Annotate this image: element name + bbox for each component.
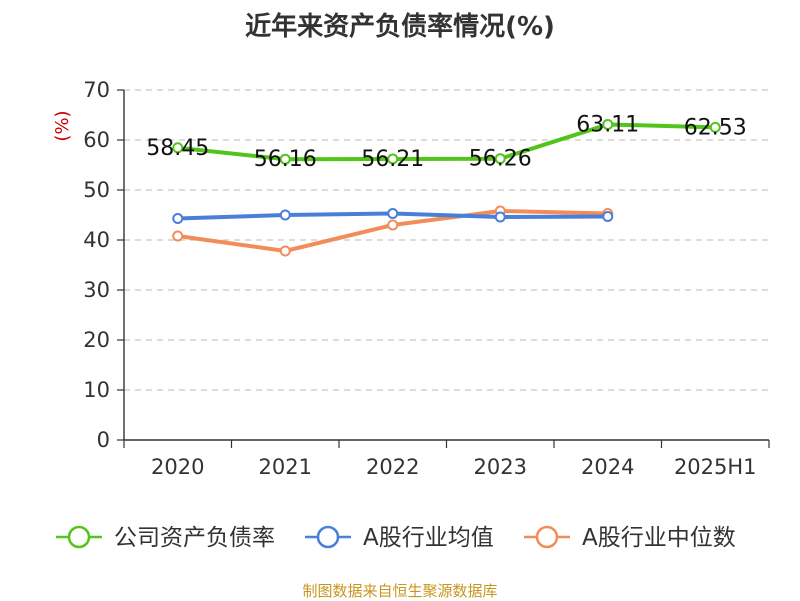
data-label: 58.45: [146, 136, 209, 161]
series-0-point: [602, 118, 614, 130]
legend-swatch-marker: [316, 525, 340, 549]
legend-label: A股行业中位数: [582, 525, 736, 551]
data-labels: 58.45 56.16 56.21 56.26 63.11 62.53: [146, 112, 746, 172]
y-tick-label: 60: [83, 128, 110, 152]
y-tick-label: 0: [97, 428, 110, 452]
data-label: 62.53: [684, 115, 747, 140]
legend-item-2: A股行业中位数: [524, 525, 736, 551]
series-0-point: [709, 121, 721, 133]
x-tick-label: 2021: [259, 455, 312, 479]
y-tick-label: 70: [83, 78, 110, 102]
legend-swatch-marker: [67, 525, 91, 549]
series-0-point: [494, 153, 506, 165]
series-0-point: [387, 153, 399, 165]
legend-label: A股行业均值: [363, 525, 494, 551]
data-label: 56.21: [361, 147, 424, 172]
y-tick-label: 30: [83, 278, 110, 302]
y-tick-label: 50: [83, 178, 110, 202]
data-label: 63.11: [576, 112, 639, 137]
legend-item-1: A股行业均值: [305, 525, 494, 551]
grid-lines: [124, 89, 769, 391]
y-tick-label: 10: [83, 378, 110, 402]
series-line-0: [175, 122, 718, 162]
x-tick-label: 2025H1: [674, 455, 757, 479]
series-0-point: [172, 142, 184, 154]
y-tick-label: 40: [83, 228, 110, 252]
x-tick-label: 2020: [151, 455, 204, 479]
chart-title: 近年来资产负债率情况(%): [245, 12, 555, 42]
legend-item-0: 公司资产负债率: [56, 525, 275, 551]
series-1-point: [602, 211, 614, 222]
data-label: 56.26: [469, 147, 532, 172]
source-note: 制图数据来自恒生聚源数据库: [302, 582, 498, 600]
series-2-point: [172, 230, 184, 242]
data-label: 56.16: [254, 147, 317, 172]
y-tick-label: 20: [83, 328, 110, 352]
legend: 公司资产负债率 A股行业均值 A股行业中位数: [56, 525, 736, 551]
x-tick-label: 2024: [581, 455, 634, 479]
x-tick-label: 2022: [366, 455, 419, 479]
series-0-point: [279, 153, 291, 165]
series-1-point: [279, 209, 291, 221]
axes: 0 10 20 30 40 50 60 70 2020 2021 2022 2023 2024 2025H…: [83, 78, 770, 479]
series-2-point: [387, 219, 399, 231]
series-lines: [172, 118, 721, 257]
legend-swatch-marker: [535, 525, 559, 549]
series-2-point: [279, 245, 291, 257]
series-1-point: [387, 208, 399, 219]
series-1-point: [172, 213, 184, 224]
legend-label: 公司资产负债率: [114, 525, 275, 551]
y-axis-unit-label: (%): [52, 110, 73, 141]
series-1-point: [494, 211, 506, 223]
x-tick-label: 2023: [474, 455, 527, 479]
